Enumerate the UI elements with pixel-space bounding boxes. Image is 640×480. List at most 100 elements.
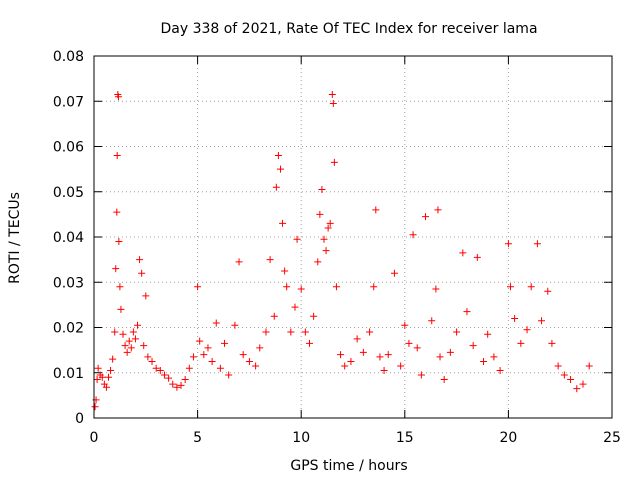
data-point [390, 269, 398, 277]
data-point [131, 335, 139, 343]
data-point [111, 328, 119, 336]
data-point [523, 326, 531, 334]
data-point [138, 269, 146, 277]
data-point [459, 249, 467, 257]
data-point [181, 376, 189, 384]
data-point [297, 285, 305, 293]
data-point [204, 344, 212, 352]
data-point [517, 339, 525, 347]
data-point [506, 283, 514, 291]
y-tick-label: 0.02 [53, 321, 84, 337]
data-point [123, 348, 131, 356]
data-point [436, 353, 444, 361]
data-point [177, 381, 185, 389]
data-point [291, 303, 299, 311]
data-point [480, 357, 488, 365]
y-axis-label: ROTI / TECUs [7, 192, 23, 284]
data-point [274, 152, 282, 160]
data-point [281, 267, 289, 275]
y-tick-label: 0.07 [53, 94, 84, 110]
data-point [144, 353, 152, 361]
data-point [337, 351, 345, 359]
data-point [567, 376, 575, 384]
data-point [152, 364, 160, 372]
data-point [380, 366, 388, 374]
y-axis-ticks: 0 0.01 0.02 0.03 0.04 0.05 0.06 0.07 0.08 [53, 49, 612, 427]
data-point [473, 253, 481, 261]
data-point [156, 366, 164, 374]
data-point [554, 362, 562, 370]
data-point [113, 152, 121, 160]
data-point [194, 283, 202, 291]
data-point [305, 339, 313, 347]
data-point [136, 256, 144, 264]
data-point [314, 258, 322, 266]
data-point [397, 362, 405, 370]
data-point [98, 373, 106, 381]
data-point [235, 258, 243, 266]
grid-lines [94, 56, 612, 418]
data-point [134, 321, 142, 329]
data-point [140, 342, 148, 350]
data-point [252, 362, 260, 370]
data-point [212, 319, 220, 327]
x-tick-label: 25 [603, 430, 621, 446]
data-point [119, 330, 127, 338]
data-point [148, 357, 156, 365]
data-point [496, 366, 504, 374]
data-point [548, 339, 556, 347]
data-point [469, 342, 477, 350]
x-tick-label: 20 [499, 430, 517, 446]
data-point [453, 328, 461, 336]
data-point [272, 183, 280, 191]
data-point [573, 385, 581, 393]
data-point [440, 376, 448, 384]
data-point [196, 337, 204, 345]
data-point [504, 240, 512, 248]
data-point [117, 305, 125, 313]
data-point [91, 403, 99, 411]
data-point [301, 328, 309, 336]
data-point [287, 328, 295, 336]
data-point [560, 371, 568, 379]
data-point [107, 366, 115, 374]
data-point [216, 364, 224, 372]
data-point [256, 344, 264, 352]
data-point [579, 380, 587, 388]
data-point [94, 364, 102, 372]
y-tick-label: 0 [75, 411, 84, 427]
data-point [142, 292, 150, 300]
data-point [225, 371, 233, 379]
data-point [405, 339, 413, 347]
data-point [484, 330, 492, 338]
data-points [91, 90, 593, 411]
data-point [160, 371, 168, 379]
data-point [320, 235, 328, 243]
data-point [341, 362, 349, 370]
data-point [428, 317, 436, 325]
data-point [409, 231, 417, 239]
data-point [463, 308, 471, 316]
data-point [446, 348, 454, 356]
data-point [538, 317, 546, 325]
data-point [332, 283, 340, 291]
data-point [262, 328, 270, 336]
data-point [221, 339, 229, 347]
data-point [200, 351, 208, 359]
data-point [245, 357, 253, 365]
data-point [511, 314, 519, 322]
data-point [326, 219, 334, 227]
data-point [376, 353, 384, 361]
data-point [413, 344, 421, 352]
plot-frame [93, 55, 613, 419]
data-point [109, 355, 117, 363]
data-point [432, 285, 440, 293]
x-tick-label: 5 [193, 430, 202, 446]
data-point [279, 219, 287, 227]
data-point [239, 351, 247, 359]
data-point [384, 351, 392, 359]
y-tick-label: 0.05 [53, 185, 84, 201]
data-point [316, 210, 324, 218]
data-point [310, 312, 318, 320]
